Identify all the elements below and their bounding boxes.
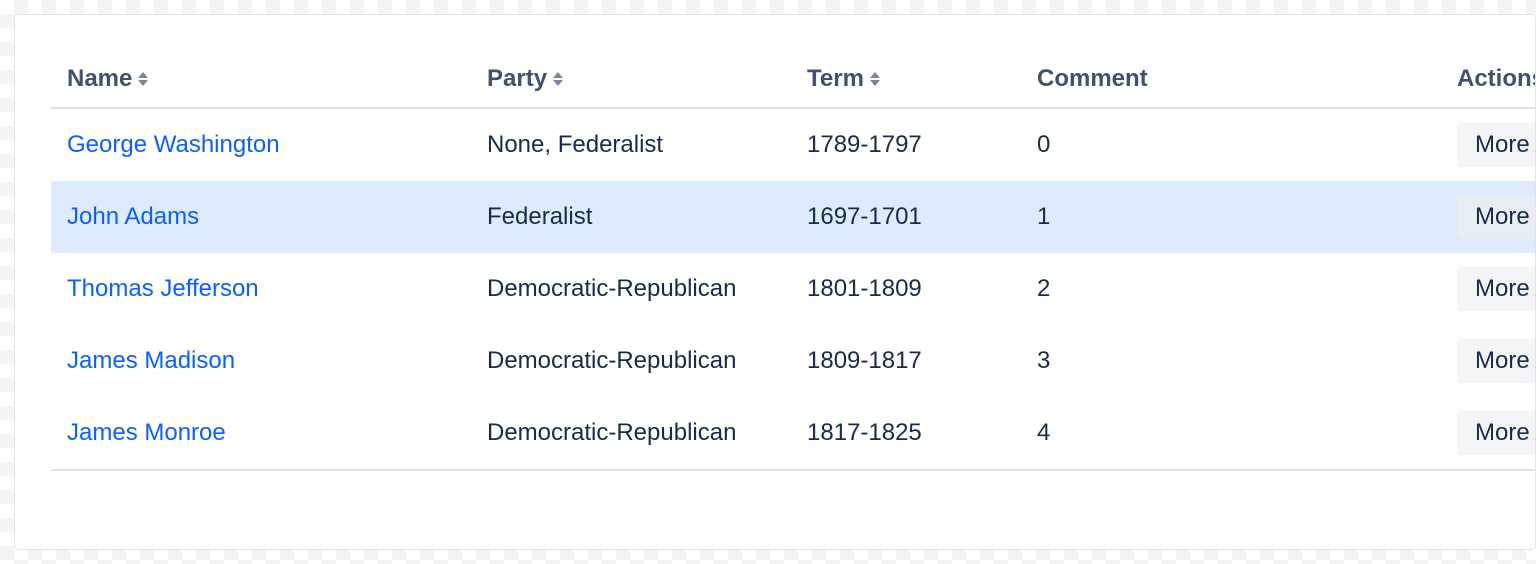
- column-name-label: Name: [67, 65, 132, 93]
- more-button[interactable]: More: [1457, 195, 1536, 239]
- cell-term: 1801-1809: [791, 253, 1021, 325]
- cell-actions: More: [1441, 253, 1536, 325]
- president-link[interactable]: George Washington: [67, 131, 280, 158]
- president-link[interactable]: John Adams: [67, 203, 199, 230]
- cell-term: 1697-1701: [791, 181, 1021, 253]
- cell-party: Democratic-Republican: [471, 325, 791, 397]
- table-row[interactable]: James Monroe Democratic-Republican1817-18…: [51, 397, 1536, 470]
- cell-comment: 2: [1021, 253, 1441, 325]
- cell-term: 1809-1817: [791, 325, 1021, 397]
- column-actions-label: Actions: [1457, 65, 1536, 92]
- more-button[interactable]: More: [1457, 267, 1536, 311]
- president-link[interactable]: James Madison: [67, 347, 235, 374]
- table-panel: Name Party: [14, 14, 1536, 550]
- president-link[interactable]: Thomas Jefferson: [67, 275, 259, 302]
- table-row[interactable]: George Washington None, Federalist1789-17…: [51, 108, 1536, 181]
- cell-party: Federalist: [471, 181, 791, 253]
- table-row[interactable]: John Adams Federalist1697-17011 More: [51, 181, 1536, 253]
- cell-party: None, Federalist: [471, 108, 791, 181]
- cell-name: George Washington: [51, 108, 471, 181]
- table-row[interactable]: James Madison Democratic-Republican1809-1…: [51, 325, 1536, 397]
- column-party-label: Party: [487, 65, 547, 93]
- sort-icon: [138, 72, 148, 86]
- cell-comment: 0: [1021, 108, 1441, 181]
- cell-comment: 4: [1021, 397, 1441, 470]
- more-button[interactable]: More: [1457, 411, 1536, 455]
- column-header-term[interactable]: Term: [791, 51, 1021, 108]
- cell-name: James Madison: [51, 325, 471, 397]
- cell-comment: 1: [1021, 181, 1441, 253]
- sort-icon: [870, 72, 880, 86]
- column-header-name[interactable]: Name: [51, 51, 471, 108]
- column-header-party[interactable]: Party: [471, 51, 791, 108]
- cell-comment: 3: [1021, 325, 1441, 397]
- cell-actions: More: [1441, 181, 1536, 253]
- more-button[interactable]: More: [1457, 339, 1536, 383]
- sort-icon: [553, 72, 563, 86]
- more-button[interactable]: More: [1457, 123, 1536, 167]
- table-row[interactable]: Thomas Jefferson Democratic-Republican180…: [51, 253, 1536, 325]
- cell-name: James Monroe: [51, 397, 471, 470]
- presidents-table: Name Party: [51, 51, 1536, 471]
- column-header-comment: Comment: [1021, 51, 1441, 108]
- cell-term: 1789-1797: [791, 108, 1021, 181]
- cell-name: Thomas Jefferson: [51, 253, 471, 325]
- cell-actions: More: [1441, 397, 1536, 470]
- cell-term: 1817-1825: [791, 397, 1021, 470]
- cell-name: John Adams: [51, 181, 471, 253]
- cell-actions: More: [1441, 325, 1536, 397]
- column-comment-label: Comment: [1037, 65, 1148, 92]
- cell-party: Democratic-Republican: [471, 397, 791, 470]
- president-link[interactable]: James Monroe: [67, 419, 226, 446]
- table-header-row: Name Party: [51, 51, 1536, 108]
- column-term-label: Term: [807, 65, 864, 93]
- column-header-actions: Actions: [1441, 51, 1536, 108]
- cell-party: Democratic-Republican: [471, 253, 791, 325]
- cell-actions: More: [1441, 108, 1536, 181]
